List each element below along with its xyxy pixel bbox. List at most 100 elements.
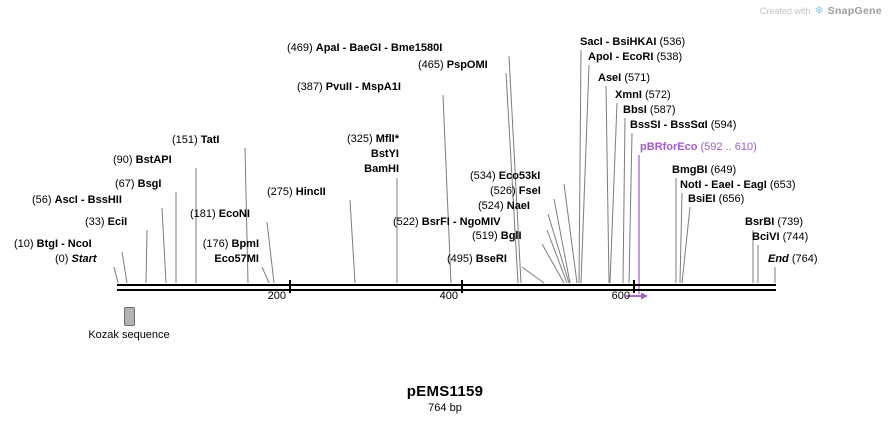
- site-enzymes: EciI: [107, 216, 128, 228]
- site-enzymes: NotI - EaeI - EagI: [680, 179, 767, 191]
- site-position: (522): [393, 216, 419, 228]
- site-position: (10): [14, 238, 34, 250]
- kozak-feature-label: Kozak sequence: [88, 329, 170, 341]
- enzyme-site-label: SacI - BsiHKAI (536): [580, 35, 685, 50]
- site-position: (181): [190, 208, 216, 220]
- site-enzymes: MflI*: [375, 133, 399, 145]
- site-position: (33): [85, 216, 105, 228]
- site-enzymes: XmnI: [615, 89, 642, 101]
- leader-line: [578, 49, 582, 284]
- primer-range: (592 .. 610): [700, 141, 757, 153]
- enzyme-site-label: BsrBI (739): [745, 215, 803, 230]
- site-position: (572): [644, 89, 671, 101]
- enzyme-site-label: XmnI (572): [615, 88, 671, 103]
- start-position: (0): [55, 253, 69, 265]
- site-enzymes: BtgI - NcoI: [36, 238, 92, 250]
- site-enzymes: NaeI: [506, 200, 530, 212]
- site-enzymes: EcoNI: [218, 208, 250, 220]
- enzyme-site-label: (534) Eco53kI: [470, 169, 540, 184]
- enzyme-site-label: BmgBI (649): [672, 163, 736, 178]
- site-enzymes: BssSI - BssSαI: [630, 119, 708, 131]
- site-enzyme-line: BstYI: [370, 148, 399, 160]
- enzyme-site-label: BciVI (744): [752, 230, 808, 245]
- enzyme-site-label: BbsI (587): [623, 103, 676, 118]
- site-enzymes: BbsI: [623, 104, 647, 116]
- site-position: (67): [115, 178, 135, 190]
- site-enzymes: BsiEI: [688, 193, 716, 205]
- site-position: (524): [478, 200, 504, 212]
- enzyme-site-label: NotI - EaeI - EagI (653): [680, 178, 796, 193]
- site-position: (739): [777, 216, 804, 228]
- leader-line: [622, 117, 626, 284]
- enzyme-site-label: (465) PspOMI: [418, 58, 488, 73]
- enzyme-site-label: (33) EciI: [85, 215, 127, 230]
- site-position: (653): [769, 179, 796, 191]
- leader-line: [349, 199, 356, 284]
- site-enzymes: SacI - BsiHKAI: [580, 36, 657, 48]
- enzyme-site-label: (522) BsrFI - NgoMIV: [393, 215, 501, 230]
- title-block: pEMS1159 764 bp: [0, 383, 890, 414]
- site-enzymes: ApoI - EcoRI: [588, 51, 654, 63]
- enzyme-site-label: (181) EcoNI: [190, 207, 250, 222]
- site-position: (594): [710, 119, 737, 131]
- watermark: Created with ❄ SnapGene: [760, 4, 882, 18]
- site-enzymes: BseRI: [475, 253, 507, 265]
- primer-label: pBRforEco (592 .. 610): [640, 140, 757, 155]
- site-enzymes: ApaI - BaeGI - Bme1580I: [315, 42, 443, 54]
- leader-line: [628, 132, 633, 284]
- leader-line: [521, 266, 545, 284]
- leader-line: [113, 266, 119, 284]
- end-position: (764): [791, 253, 818, 265]
- enzyme-site-label: ApoI - EcoRI (538): [588, 50, 682, 65]
- site-enzyme-line: (176) BpmI: [203, 237, 259, 252]
- site-enzymes: BglI: [500, 230, 522, 242]
- leader-line: [547, 213, 570, 284]
- site-position: (465): [418, 59, 444, 71]
- site-position: (526): [490, 185, 516, 197]
- leader-line: [679, 192, 683, 284]
- sequence-start-label: (0) Start: [55, 252, 97, 267]
- leader-line: [546, 229, 568, 284]
- site-enzymes: AseI: [598, 72, 622, 84]
- enzyme-site-label: (524) NaeI: [478, 199, 530, 214]
- enzyme-site-label: (526) FseI: [490, 184, 541, 199]
- enzyme-site-label: (469) ApaI - BaeGI - Bme1580I: [287, 41, 442, 56]
- sequence-end-label: End (764): [768, 252, 818, 267]
- enzyme-site-label: BssSI - BssSαI (594): [630, 118, 736, 133]
- site-position: (275): [267, 186, 293, 198]
- site-position: (176): [202, 238, 229, 250]
- enzyme-site-label: (67) BsgI: [115, 177, 161, 192]
- axis-tick-label: 600: [611, 290, 630, 302]
- site-enzymes: PvuII - MspA1I: [325, 81, 401, 93]
- axis-tick: [289, 280, 291, 293]
- site-enzymes: BmgBI: [672, 164, 708, 176]
- map-length: 764 bp: [428, 402, 462, 414]
- leader-line: [609, 102, 618, 284]
- site-enzymes: TatI: [200, 134, 220, 146]
- leader-line: [145, 229, 148, 284]
- site-position: (495): [447, 253, 473, 265]
- site-position: (744): [782, 231, 809, 243]
- site-enzymes: BsrBI: [745, 216, 775, 228]
- leader-line: [605, 85, 610, 284]
- site-enzymes: BsrFI - NgoMIV: [421, 216, 501, 228]
- enzyme-site-label: (495) BseRI: [447, 252, 507, 267]
- site-position: (538): [656, 51, 683, 63]
- enzyme-site-label: (151) TatI: [172, 133, 220, 148]
- site-enzymes: AscI - BssHII: [54, 194, 122, 206]
- site-enzymes: PspOMI: [446, 59, 488, 71]
- site-position: (571): [624, 72, 650, 84]
- leader-line: [563, 183, 578, 284]
- leader-line: [553, 198, 571, 284]
- leader-line: [681, 206, 691, 284]
- end-text: End: [768, 253, 789, 265]
- site-position: (587): [649, 104, 676, 116]
- site-enzyme-line: (325) MflI*: [347, 132, 399, 147]
- site-position: (656): [718, 193, 745, 205]
- site-enzymes: BsgI: [137, 178, 162, 190]
- site-enzymes: HincII: [295, 186, 326, 198]
- site-enzymes: BstAPI: [135, 154, 172, 166]
- enzyme-site-label: (176) BpmI Eco57MI: [203, 237, 259, 267]
- enzyme-site-label: (325) MflI* BstYI BamHI: [347, 132, 399, 177]
